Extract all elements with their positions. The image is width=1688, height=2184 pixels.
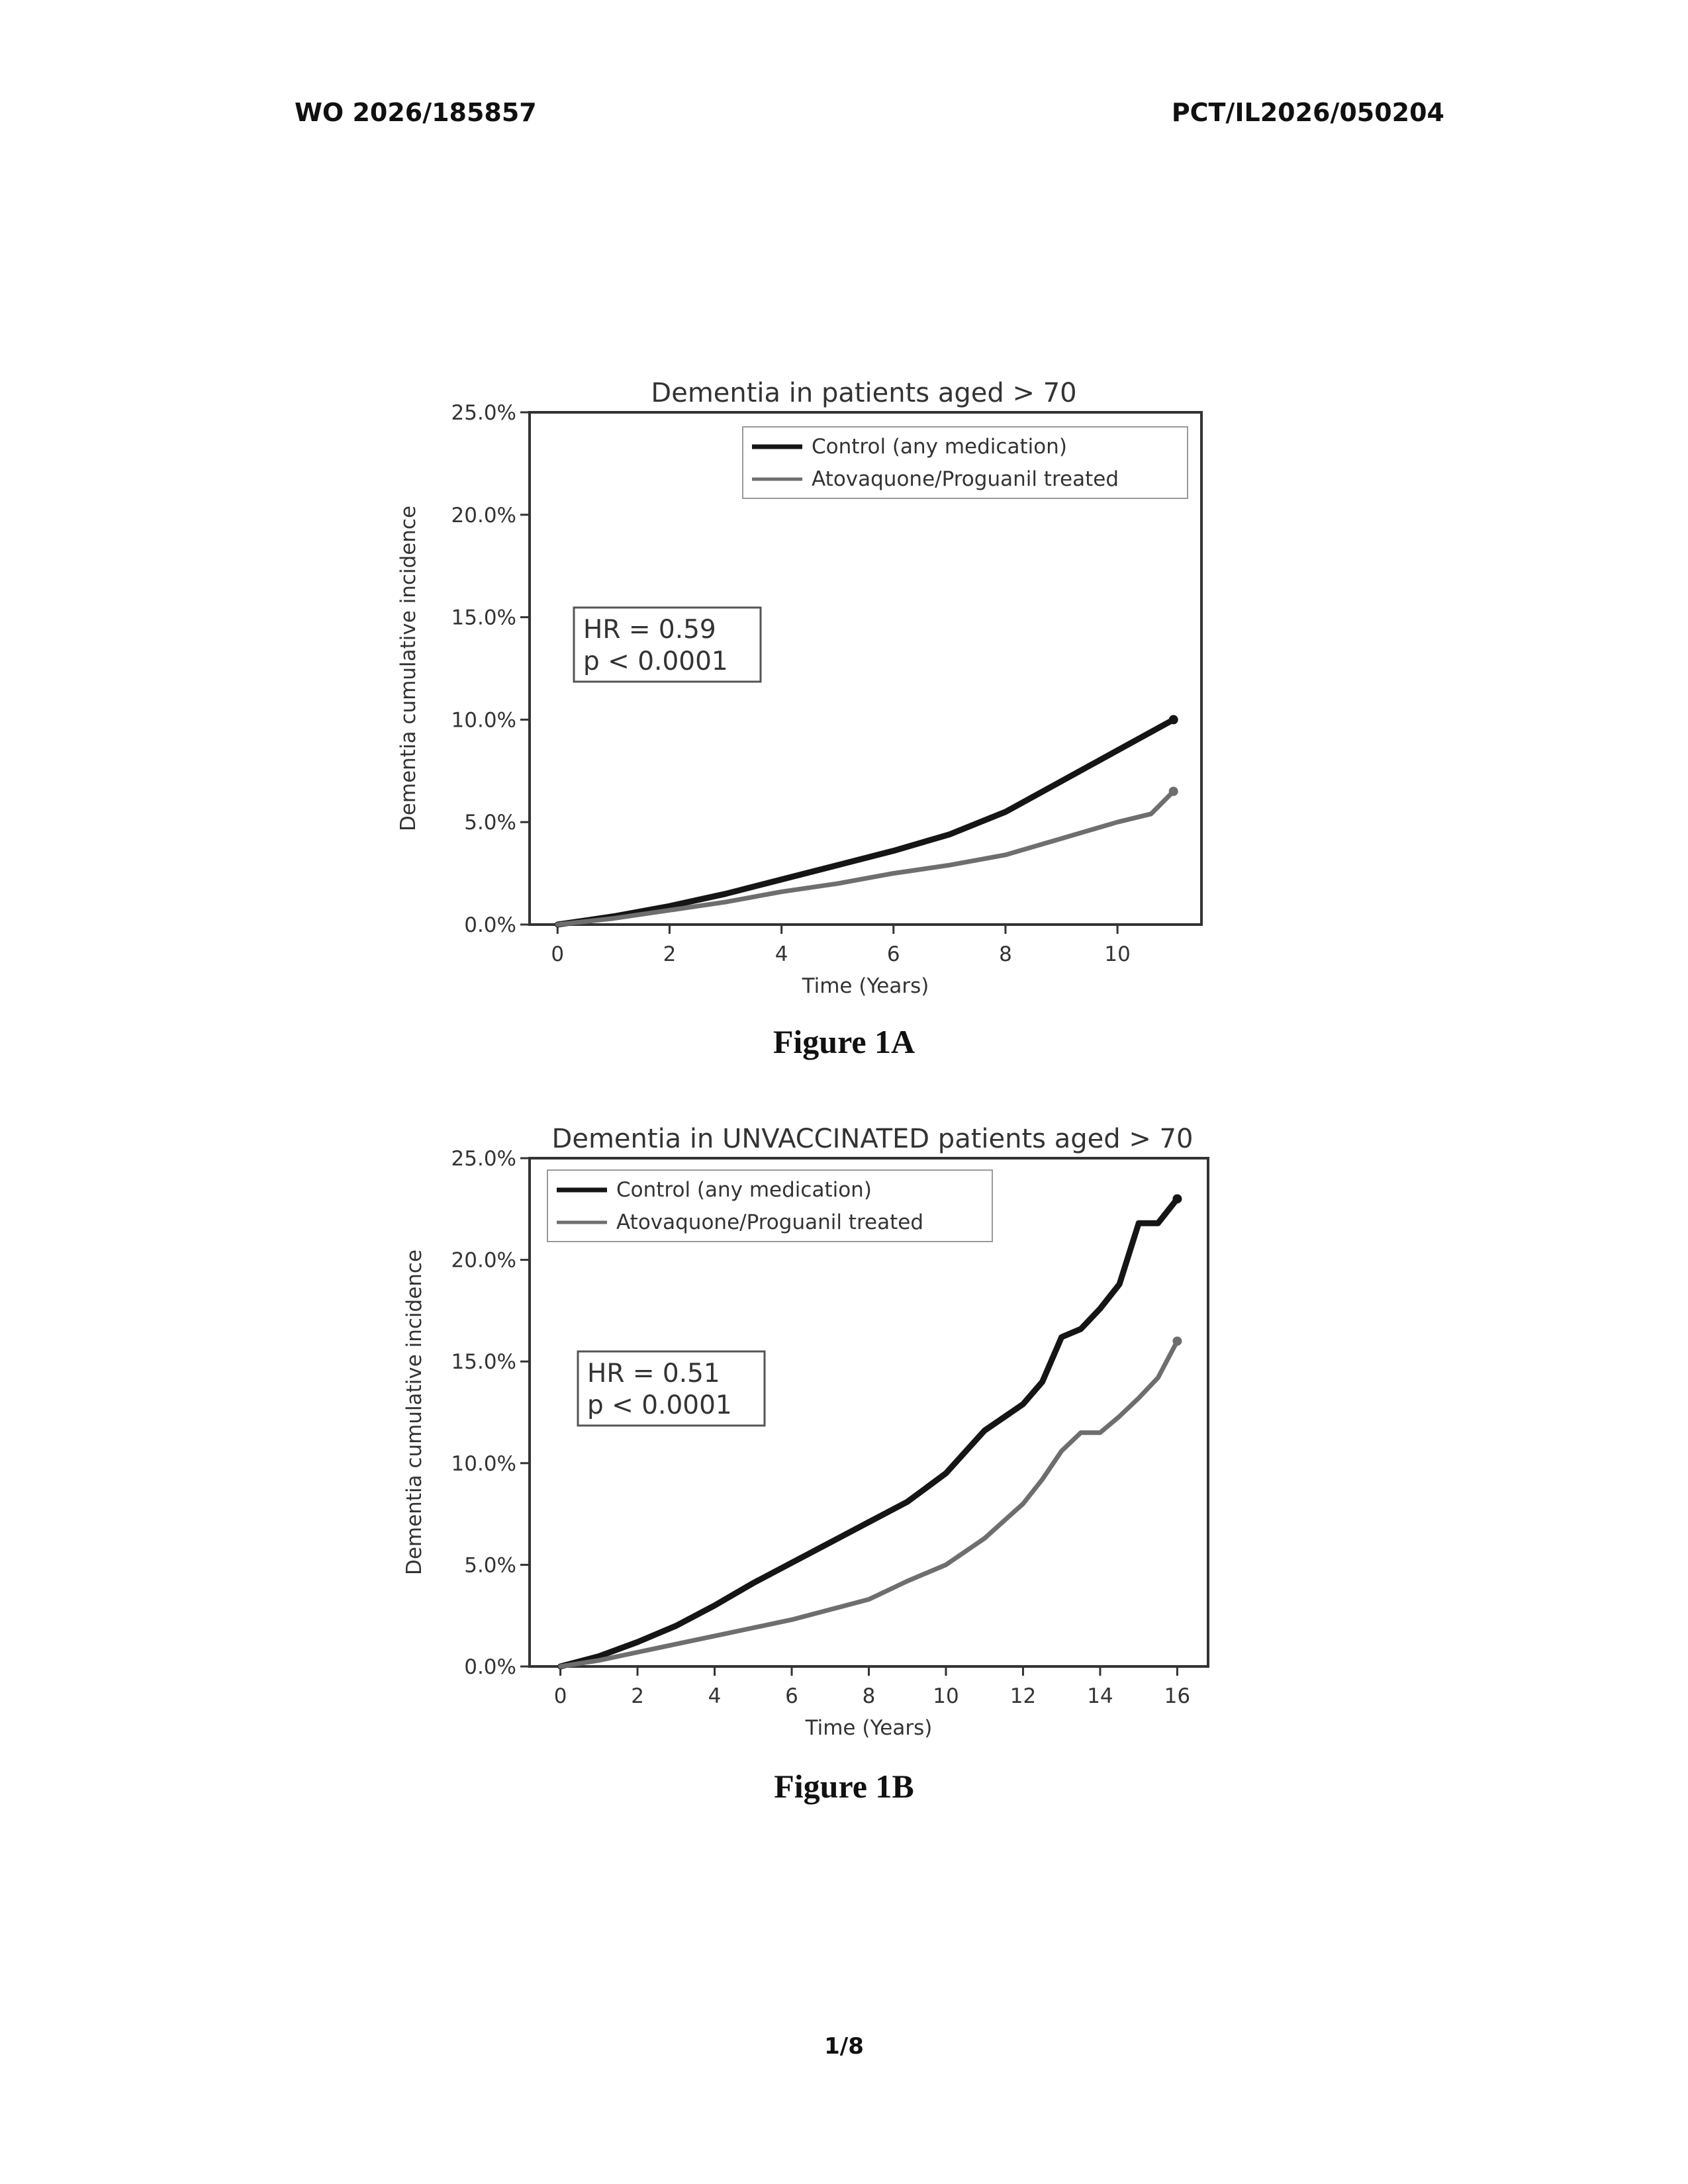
legend-entry: Control (any medication) (812, 435, 1067, 459)
x-tick-label: 4 (708, 1684, 722, 1708)
p-value-text: p < 0.0001 (587, 1390, 732, 1420)
y-tick-label: 20.0% (451, 1249, 516, 1273)
x-tick-label: 8 (999, 942, 1012, 966)
figure-1a-chart: Dementia in patients aged > 70 0.0% 5.0% 10… (0, 0, 1688, 1125)
x-tick-label: 16 (1164, 1684, 1190, 1708)
series-line-control (557, 719, 1173, 925)
y-tick-label: 20.0% (451, 504, 516, 527)
x-tick-label: 6 (887, 942, 900, 966)
y-axis-label: Dementia cumulative incidence (397, 506, 420, 831)
x-tick-label: 0 (554, 1684, 567, 1708)
x-axis-label: Time (Years) (805, 1716, 933, 1740)
x-tick-label: 0 (551, 942, 564, 966)
figure-1a-caption: Figure 1A (0, 1023, 1688, 1061)
x-tick-label: 12 (1010, 1684, 1036, 1708)
y-tick-label: 25.0% (451, 1147, 516, 1171)
series-end-point-treated (1172, 1336, 1182, 1345)
page-number: 1/8 (0, 2033, 1688, 2060)
x-tick-label: 6 (785, 1684, 798, 1708)
x-tick-label: 10 (933, 1684, 959, 1708)
y-tick-label: 25.0% (451, 401, 516, 425)
hazard-ratio-text: HR = 0.51 (587, 1359, 720, 1388)
legend-entry: Atovaquone/Proguanil treated (812, 467, 1119, 491)
y-axis-label: Dementia cumulative incidence (402, 1250, 426, 1575)
chart-title: Dementia in UNVACCINATED patients aged >… (552, 1124, 1194, 1154)
x-tick-label: 8 (863, 1684, 876, 1708)
x-tick-label: 14 (1087, 1684, 1113, 1708)
legend-entry: Control (any medication) (616, 1178, 872, 1202)
series-end-point-control (1169, 715, 1178, 724)
y-tick-label: 15.0% (451, 1350, 516, 1374)
hazard-ratio-text: HR = 0.59 (583, 615, 716, 645)
figure-1b-chart: Dementia in UNVACCINATED patients aged >… (0, 1125, 1688, 1787)
figure-1b-caption: Figure 1B (0, 1767, 1688, 1805)
y-tick-label: 0.0% (464, 1655, 516, 1679)
x-tick-label: 10 (1104, 942, 1130, 966)
chart-title: Dementia in patients aged > 70 (651, 378, 1076, 408)
y-tick-label: 5.0% (464, 811, 516, 835)
series-end-point-control (1172, 1194, 1182, 1203)
legend-entry: Atovaquone/Proguanil treated (616, 1210, 923, 1234)
series-end-point-treated (1169, 787, 1178, 796)
y-tick-label: 10.0% (451, 708, 516, 732)
x-axis-label: Time (Years) (802, 974, 929, 998)
y-tick-label: 0.0% (464, 913, 516, 937)
x-tick-label: 2 (631, 1684, 644, 1708)
y-tick-label: 5.0% (464, 1553, 516, 1577)
p-value-text: p < 0.0001 (583, 647, 728, 676)
x-tick-label: 4 (775, 942, 788, 966)
x-tick-label: 2 (663, 942, 677, 966)
y-tick-label: 10.0% (451, 1452, 516, 1476)
y-tick-label: 15.0% (451, 606, 516, 630)
